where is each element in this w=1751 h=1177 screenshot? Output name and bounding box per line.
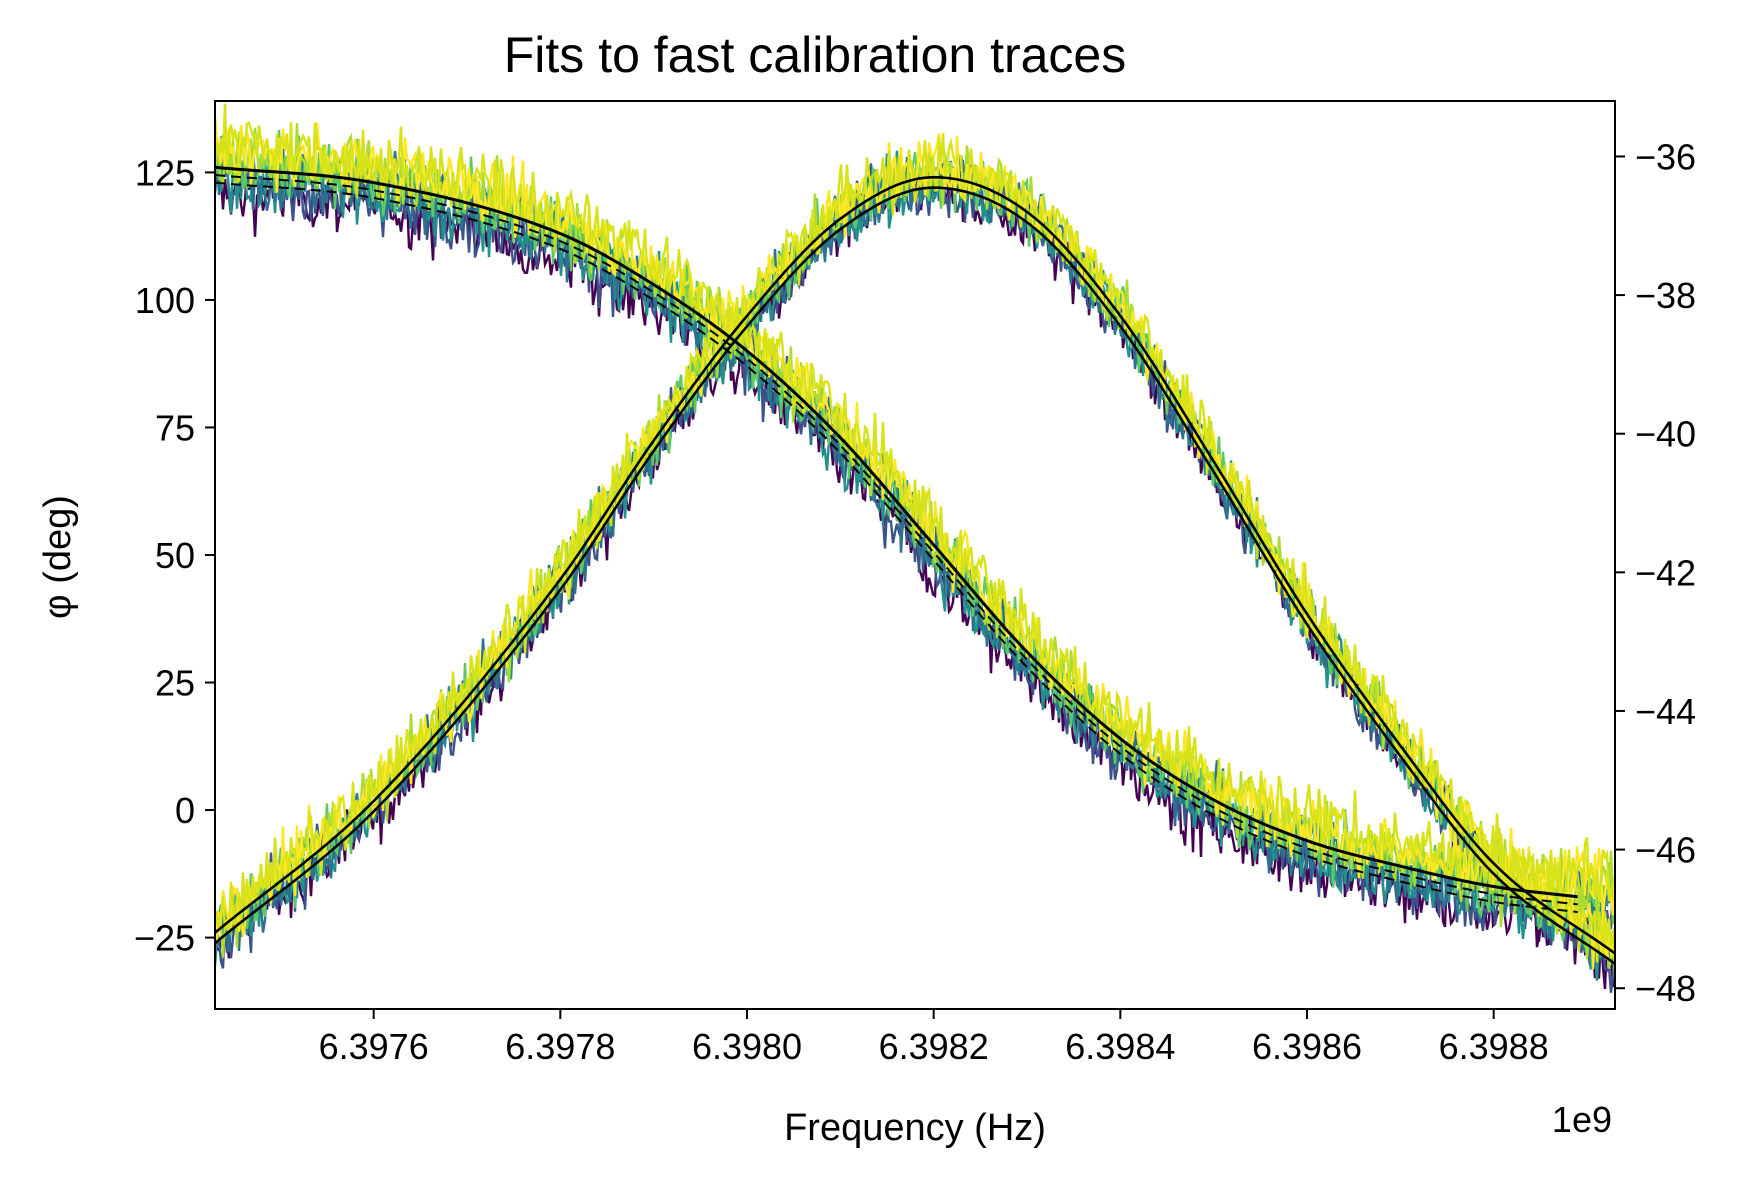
x-axis: 6.3976 6.3978 6.3980 6.3982 6.3984 6.3986 6.39…: [319, 1009, 1549, 1067]
x-tick-label: 6.3986: [1252, 1026, 1362, 1067]
fit-curves: [215, 165, 1615, 965]
chart-title: Fits to fast calibration traces: [504, 27, 1126, 83]
y-left-tick-label: 25: [155, 663, 195, 704]
plot-area: [214, 100, 1616, 1010]
y-right-tick-label: −44: [1635, 691, 1696, 732]
x-axis-label: Frequency (Hz): [784, 1107, 1046, 1149]
x-tick-label: 6.3976: [319, 1026, 429, 1067]
x-tick-label: 6.3982: [879, 1026, 989, 1067]
magnitude-fit-line: [215, 186, 1615, 965]
y-axis-label: φ (deg): [37, 495, 79, 619]
y-axis-right: −36 −38 −40 −42 −44 −46 −48: [1615, 136, 1696, 1009]
y-right-tick-label: −40: [1635, 414, 1696, 455]
x-tick-label: 6.3978: [505, 1026, 615, 1067]
phase-fit-line: [215, 165, 1578, 899]
y-right-tick-label: −42: [1635, 552, 1696, 593]
y-right-tick-label: −36: [1635, 136, 1696, 177]
magnitude-trace: [215, 133, 1615, 971]
x-tick-label: 6.3988: [1439, 1026, 1549, 1067]
y-left-tick-label: 100: [135, 280, 195, 321]
y-right-tick-label: −46: [1635, 830, 1696, 871]
y-left-tick-label: 50: [155, 535, 195, 576]
x-tick-label: 6.3980: [692, 1026, 802, 1067]
y-left-tick-label: 75: [155, 407, 195, 448]
phase-fit-line: [215, 181, 1578, 914]
y-right-tick-label: −48: [1635, 968, 1696, 1009]
y-left-tick-label: 0: [175, 790, 195, 831]
x-tick-label: 6.3984: [1065, 1026, 1175, 1067]
x-offset-label: 1e9: [1552, 1099, 1612, 1140]
y-right-tick-label: −38: [1635, 275, 1696, 316]
y-left-tick-label: 125: [135, 152, 195, 193]
magnitude-fit-line: [215, 175, 1615, 955]
phase-trace: [215, 103, 1615, 902]
y-axis-left: 125 100 75 50 25 0 −25: [134, 152, 215, 959]
phase-fit-line: [215, 174, 1578, 906]
y-left-tick-label: −25: [134, 918, 195, 959]
